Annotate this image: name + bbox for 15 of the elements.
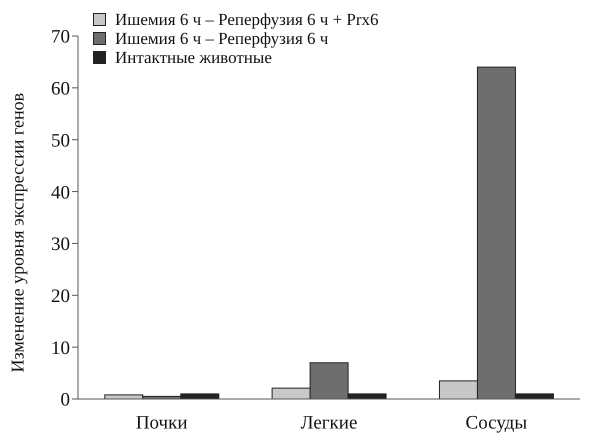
y-tick-label: 30 <box>51 234 70 256</box>
x-tick-label: Почки <box>136 412 188 434</box>
y-tick-label: 60 <box>51 78 70 100</box>
y-tick-label: 0 <box>60 390 70 411</box>
y-tick-label: 40 <box>51 182 70 204</box>
x-tick-label: Сосуды <box>466 412 528 434</box>
legend-label: Интактные животные <box>115 48 272 67</box>
y-tick-label: 10 <box>51 338 70 359</box>
legend-label: Ишемия 6 ч – Реперфузия 6 ч + Prx6 <box>115 10 379 29</box>
y-tick-label: 70 <box>51 26 70 48</box>
y-tick-label: 50 <box>51 130 70 152</box>
y-axis-title: Изменение уровня экспрессии генов <box>7 92 28 372</box>
legend-label: Ишемия 6 ч – Реперфузия 6 ч <box>115 29 328 48</box>
x-tick-label: Легкие <box>300 412 358 434</box>
y-tick-label: 20 <box>51 286 70 308</box>
